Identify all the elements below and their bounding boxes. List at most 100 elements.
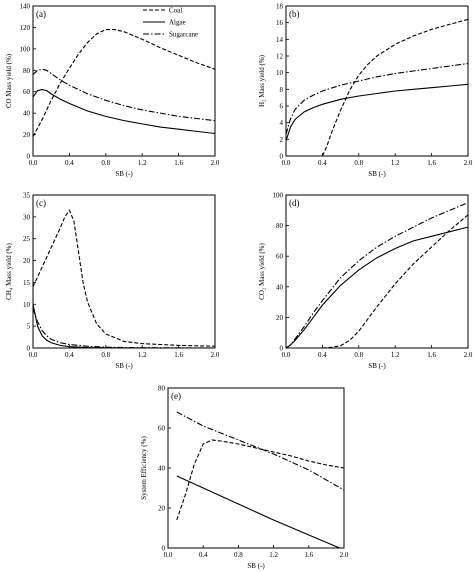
panel-label: (a) (36, 9, 46, 19)
y-tick-label: 10 (276, 69, 284, 77)
y-tick-label: 0 (162, 545, 166, 553)
x-axis-label: SB (-) (368, 170, 386, 178)
series-line-algae (176, 475, 340, 549)
x-tick-label: 0.0 (164, 551, 173, 559)
y-tick-label: 14 (276, 36, 284, 44)
panel-label: (c) (36, 198, 46, 208)
y-tick-label: 100 (20, 45, 31, 53)
series-line-sugarcane (285, 202, 469, 349)
x-tick-label: 1.2 (138, 159, 147, 167)
y-tick-label: 80 (158, 385, 166, 393)
series-line-coal (32, 209, 216, 347)
plot-frame (285, 5, 469, 157)
series-line-sugarcane (285, 62, 469, 135)
y-tick-label: 40 (276, 283, 284, 291)
y-tick-label: 2 (280, 136, 284, 144)
y-tick-label: 6 (280, 103, 284, 111)
series-line-sugarcane (176, 411, 345, 491)
series-line-algae (285, 83, 469, 142)
y-tick-label: 25 (23, 235, 31, 243)
y-tick-label: 40 (23, 110, 31, 118)
x-tick-label: 0.8 (234, 551, 243, 559)
series-line-coal (176, 439, 345, 521)
series-line-sugarcane (32, 68, 216, 122)
x-tick-label: 0.0 (282, 351, 291, 359)
plot-frame (32, 5, 216, 157)
x-tick-label: 1.2 (269, 551, 278, 559)
plot-frame (32, 194, 216, 349)
y-tick-label: 0 (280, 153, 284, 161)
x-axis-label: SB (-) (115, 170, 133, 178)
panel-b: 0.0 0.4 0.8 1.2 1.6 2.0 0 2 4 6 8 10 12 14 16 18 SB (-) H… (258, 3, 473, 179)
y-tick-label: 40 (158, 465, 166, 473)
y-tick-label: 100 (273, 192, 284, 200)
y-axis-label: CO₂ Mass yield (%) (258, 242, 266, 299)
y-tick-label: 18 (276, 3, 284, 11)
y-tick-label: 140 (20, 3, 31, 11)
y-tick-label: 80 (23, 67, 31, 75)
x-axis-label: SB (-) (247, 562, 265, 570)
x-tick-label: 0.0 (29, 351, 38, 359)
y-tick-label: 12 (276, 53, 284, 61)
y-tick-label: 16 (276, 19, 284, 27)
x-tick-label: 1.6 (174, 351, 183, 359)
x-tick-label: 0.8 (354, 351, 363, 359)
series-line-coal (32, 29, 216, 137)
y-tick-label: 4 (280, 119, 284, 127)
x-tick-label: 1.2 (138, 351, 147, 359)
x-tick-label: 0.8 (101, 351, 110, 359)
x-tick-label: 1.6 (427, 351, 436, 359)
y-tick-label: 20 (158, 505, 166, 513)
legend-label-algae: Algae (169, 19, 186, 27)
series-line-coal (322, 214, 469, 349)
panel-label: (b) (289, 9, 300, 19)
panel-a: 0.0 0.4 0.8 1.2 1.6 2.0 0 20 40 60 80 100 120 140 SB (… (5, 3, 220, 179)
y-axis-label: CO Mass yield (%) (5, 53, 13, 108)
x-tick-label: 2.0 (211, 351, 220, 359)
series-line-algae (32, 89, 216, 135)
x-tick-label: 0.4 (318, 159, 327, 167)
y-tick-label: 120 (20, 24, 31, 32)
y-tick-label: 10 (23, 301, 31, 309)
y-tick-label: 30 (23, 213, 31, 221)
panel-d: 0.0 0.4 0.8 1.2 1.6 2.0 0 20 40 60 80 100 SB (-) CO₂ … (258, 192, 473, 371)
y-tick-label: 60 (158, 425, 166, 433)
x-tick-label: 0.4 (199, 551, 208, 559)
x-tick-label: 1.2 (391, 159, 400, 167)
y-tick-label: 5 (27, 323, 31, 331)
x-tick-label: 1.6 (427, 159, 436, 167)
x-tick-label: 2.0 (464, 159, 473, 167)
y-tick-label: 60 (276, 253, 284, 261)
x-tick-label: 1.6 (174, 159, 183, 167)
series-line-sugarcane (32, 308, 216, 349)
y-axis-label: System Efficiency (%) (140, 436, 148, 500)
y-axis-label: H₂ Mass yield (%) (258, 54, 266, 107)
x-tick-label: 0.4 (65, 159, 74, 167)
x-tick-label: 0.8 (354, 159, 363, 167)
x-tick-label: 1.6 (304, 551, 313, 559)
y-tick-label: 8 (280, 86, 284, 94)
y-tick-label: 20 (23, 257, 31, 265)
y-tick-label: 35 (23, 192, 31, 200)
x-tick-label: 0.0 (282, 159, 291, 167)
series-line-algae (285, 226, 469, 349)
x-axis-label: SB (-) (115, 362, 133, 370)
x-tick-label: 2.0 (211, 159, 220, 167)
series-line-coal (321, 18, 469, 157)
x-tick-label: 1.2 (391, 351, 400, 359)
y-tick-label: 0 (27, 153, 31, 161)
panel-label: (e) (171, 391, 181, 401)
y-axis-label: CH₄ Mass yield (%) (5, 242, 13, 299)
x-tick-label: 0.8 (101, 159, 110, 167)
x-tick-label: 0.4 (318, 351, 327, 359)
y-tick-label: 60 (23, 88, 31, 96)
x-tick-label: 0.4 (65, 351, 74, 359)
x-tick-label: 2.0 (464, 351, 473, 359)
plot-frame (285, 194, 469, 349)
y-tick-label: 80 (276, 222, 284, 230)
plot-frame (167, 387, 345, 549)
y-tick-label: 15 (23, 279, 31, 287)
panel-label: (d) (289, 198, 300, 208)
y-tick-label: 20 (23, 131, 31, 139)
